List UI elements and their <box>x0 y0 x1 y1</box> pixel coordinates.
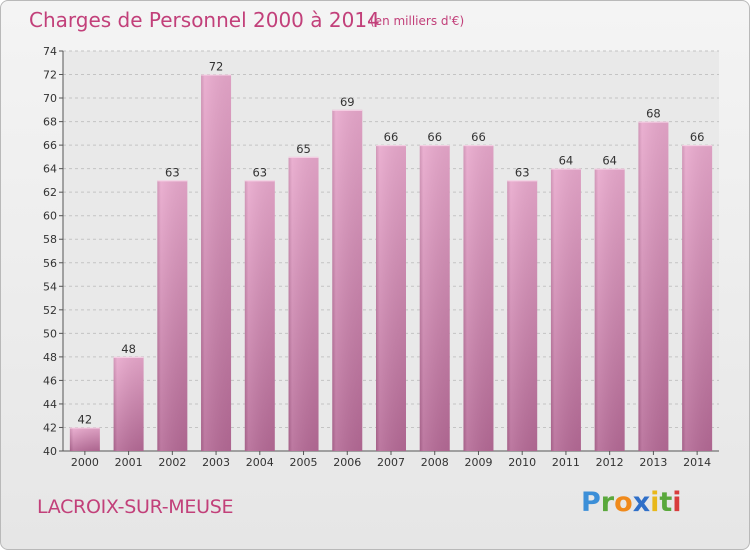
bar-value-label: 63 <box>252 165 267 179</box>
bar-shading <box>507 180 538 452</box>
bar-value-label: 63 <box>515 165 530 179</box>
y-tick-label: 44 <box>43 398 57 411</box>
y-tick-label: 46 <box>43 374 57 387</box>
x-tick-label: 2009 <box>464 456 492 469</box>
bar-value-label: 66 <box>471 130 486 144</box>
x-tick-label: 2014 <box>683 456 711 469</box>
bar-value-label: 72 <box>209 60 224 74</box>
y-tick-label: 62 <box>43 186 57 199</box>
x-tick-label: 2003 <box>202 456 230 469</box>
x-tick-label: 2000 <box>71 456 99 469</box>
bar-shading <box>332 109 363 451</box>
x-tick-label: 2007 <box>377 456 405 469</box>
x-tick-label: 2010 <box>508 456 536 469</box>
bar-value-label: 64 <box>559 154 574 168</box>
y-tick-label: 66 <box>43 139 57 152</box>
bar-value-label: 42 <box>78 412 93 426</box>
bar-shading <box>201 74 232 451</box>
y-tick-label: 40 <box>43 445 57 458</box>
bar-value-label: 68 <box>646 107 661 121</box>
x-tick-label: 2002 <box>158 456 186 469</box>
y-tick-label: 64 <box>43 163 57 176</box>
y-tick-label: 72 <box>43 69 57 82</box>
x-tick-label: 2006 <box>333 456 361 469</box>
bar-shading <box>682 145 713 451</box>
bar-shading <box>376 145 406 451</box>
bar-value-label: 66 <box>384 130 399 144</box>
bar-shading <box>244 180 275 452</box>
y-tick-label: 56 <box>43 257 57 270</box>
bar-value-label: 63 <box>165 165 180 179</box>
bar-shading <box>157 180 188 452</box>
chart-subtitle: (en milliers d'€) <box>370 14 465 28</box>
proxiti-logo: Proxiti <box>581 487 682 518</box>
bar-shading <box>113 356 144 451</box>
y-tick-label: 48 <box>43 351 57 364</box>
y-tick-label: 50 <box>43 327 57 340</box>
y-tick-label: 74 <box>43 45 57 58</box>
y-tick-label: 42 <box>43 421 57 434</box>
bar-value-label: 64 <box>602 154 617 168</box>
x-tick-label: 2012 <box>596 456 624 469</box>
y-tick-label: 68 <box>43 116 57 129</box>
bar-shading <box>594 168 625 451</box>
x-tick-label: 2005 <box>290 456 318 469</box>
bar-shading <box>69 427 100 451</box>
bar-value-label: 65 <box>296 142 311 156</box>
bar-shading <box>419 145 450 451</box>
bar-shading <box>550 168 581 451</box>
bar-value-label: 48 <box>121 342 136 356</box>
x-tick-label: 2008 <box>421 456 449 469</box>
bar-shading <box>288 156 319 451</box>
x-tick-label: 2001 <box>115 456 143 469</box>
bar-value-label: 66 <box>690 130 705 144</box>
bar-shading <box>638 121 669 452</box>
commune-name: LACROIX-SUR-MEUSE <box>37 496 234 518</box>
chart-title: Charges de Personnel 2000 à 2014 <box>29 8 380 32</box>
y-tick-label: 54 <box>43 280 57 293</box>
x-tick-label: 2011 <box>552 456 580 469</box>
bar-value-label: 66 <box>427 130 442 144</box>
x-tick-label: 2013 <box>639 456 667 469</box>
bar-value-label: 69 <box>340 95 355 109</box>
bar-shading <box>463 145 494 451</box>
y-tick-label: 52 <box>43 304 57 317</box>
y-tick-label: 60 <box>43 210 57 223</box>
y-tick-label: 58 <box>43 233 57 246</box>
x-tick-label: 2004 <box>246 456 274 469</box>
y-tick-label: 70 <box>43 92 57 105</box>
